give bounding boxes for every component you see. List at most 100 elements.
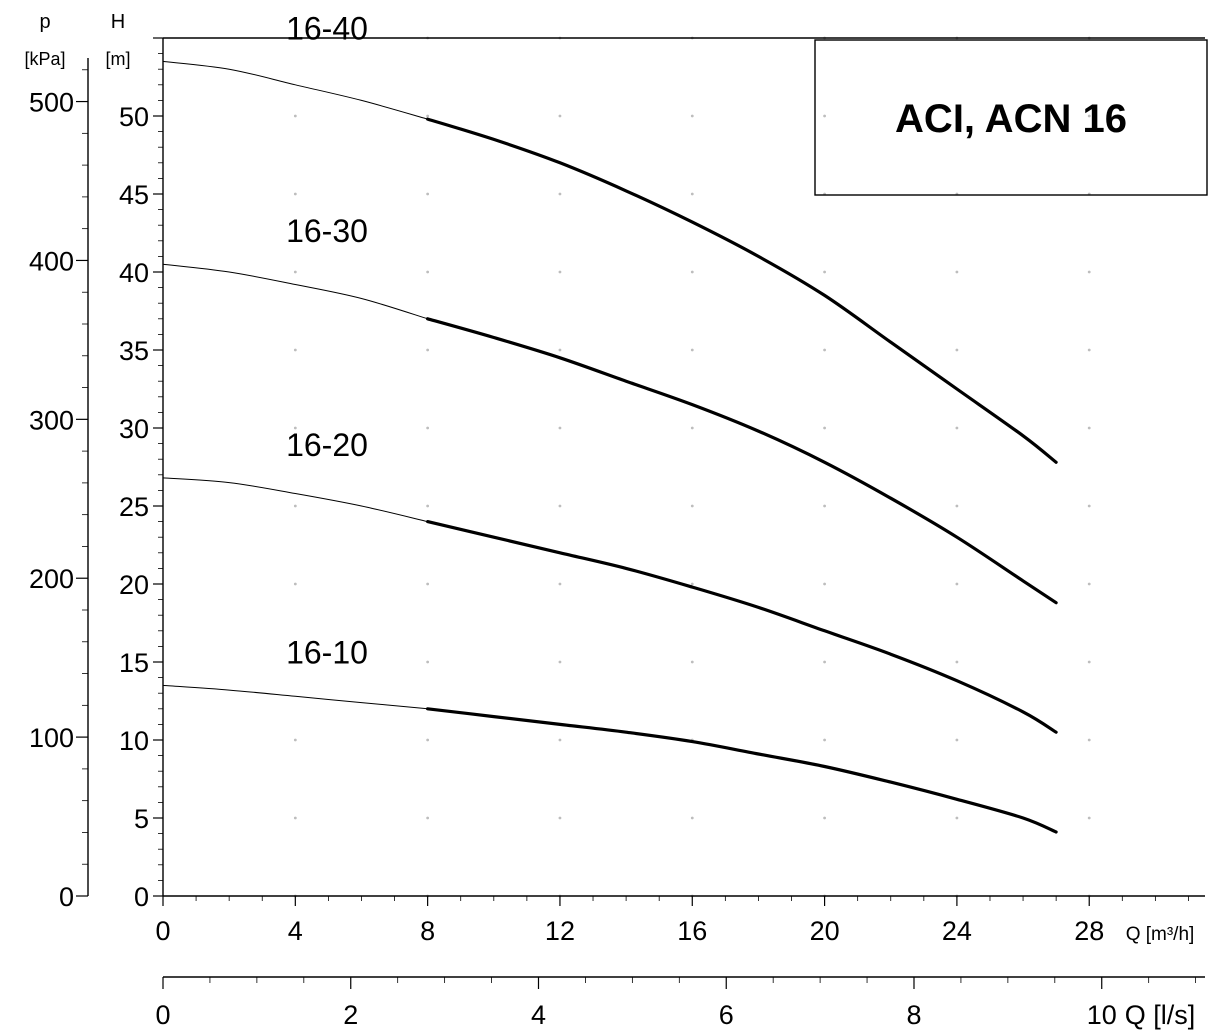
grid-dot xyxy=(426,348,430,352)
grid-dot xyxy=(558,582,562,586)
q-m3h-tick-label: 0 xyxy=(155,916,170,946)
grid-dot xyxy=(293,348,297,352)
grid-dot xyxy=(1087,348,1091,352)
grid-dot xyxy=(823,348,826,352)
chart-axes: 05101520253035404550H[m]0100200300400500… xyxy=(24,11,1205,1030)
q-m3h-axis-label: Q [m³/h] xyxy=(1126,924,1195,945)
grid-dot xyxy=(1087,816,1091,820)
q-m3h-tick-label: 12 xyxy=(545,916,575,946)
grid-dot xyxy=(955,426,959,430)
grid-dot xyxy=(558,426,562,430)
grid-dot xyxy=(690,816,694,820)
p-tick-label: 100 xyxy=(29,723,74,753)
grid-dot xyxy=(426,504,430,508)
grid-dot xyxy=(293,192,297,196)
grid-dot xyxy=(426,114,430,118)
grid-dot xyxy=(426,582,430,586)
title-box: ACI, ACN 16 xyxy=(814,39,1208,196)
title-frame xyxy=(814,39,1208,196)
grid-dot xyxy=(690,660,694,664)
q-ls-tick-label: 6 xyxy=(719,1000,734,1030)
grid-dot xyxy=(690,270,694,274)
p-axis-unit: [kPa] xyxy=(24,49,65,69)
grid-dot xyxy=(690,504,694,508)
q-ls-axis-label: Q [l/s] xyxy=(1125,1000,1196,1030)
grid-dot xyxy=(955,348,959,352)
h-tick-label: 5 xyxy=(134,804,149,834)
curve-16-10-extended xyxy=(162,684,428,710)
grid-dot xyxy=(955,270,959,274)
grid-dot xyxy=(823,660,826,664)
grid-dot xyxy=(823,504,826,508)
h-tick-label: 10 xyxy=(119,726,149,756)
q-ls-tick-label: 4 xyxy=(531,1000,546,1030)
chart-title: ACI, ACN 16 xyxy=(895,97,1127,141)
grid-dot xyxy=(293,426,297,430)
h-tick-label: 30 xyxy=(119,414,149,444)
grid-dot xyxy=(426,192,430,196)
h-tick-label: 50 xyxy=(119,102,149,132)
h-tick-label: 15 xyxy=(119,648,149,678)
grid-dot xyxy=(955,114,959,118)
curve-16-40-extended xyxy=(162,60,428,120)
p-tick-label: 400 xyxy=(29,246,74,276)
grid-dot xyxy=(1087,582,1091,586)
grid-dot xyxy=(558,270,562,274)
h-tick-label: 25 xyxy=(119,492,149,522)
h-tick-label: 20 xyxy=(119,570,149,600)
grid-dot xyxy=(1087,738,1091,742)
q-m3h-tick-label: 16 xyxy=(677,916,707,946)
h-tick-label: 40 xyxy=(119,258,149,288)
grid-dot xyxy=(293,114,297,118)
grid-dot xyxy=(293,816,297,820)
p-tick-label: 0 xyxy=(59,882,74,912)
q-ls-tick-label: 10 xyxy=(1087,1000,1117,1030)
h-tick-label: 35 xyxy=(119,336,149,366)
grid-dot xyxy=(293,738,297,742)
h-tick-label: 0 xyxy=(134,882,149,912)
grid-dot xyxy=(1087,426,1091,430)
grid-dot xyxy=(823,582,826,586)
grid-dot xyxy=(955,660,959,664)
grid-dot xyxy=(823,270,826,274)
grid-dot xyxy=(955,816,959,820)
p-tick-label: 500 xyxy=(29,88,74,118)
curve-label-16-40: 16-40 xyxy=(286,10,368,46)
grid-dot xyxy=(426,270,430,274)
curve-label-16-10: 16-10 xyxy=(286,634,368,670)
grid-dot xyxy=(293,660,297,664)
grid-dot xyxy=(955,582,959,586)
grid-dot xyxy=(823,426,826,430)
grid-dot xyxy=(293,504,297,508)
grid-dot xyxy=(558,738,562,742)
p-axis-symbol: p xyxy=(39,11,50,33)
q-m3h-tick-label: 4 xyxy=(288,916,303,946)
h-tick-label: 45 xyxy=(119,180,149,210)
q-m3h-tick-label: 28 xyxy=(1074,916,1104,946)
q-ls-tick-label: 2 xyxy=(343,1000,358,1030)
q-ls-tick-label: 0 xyxy=(155,1000,170,1030)
grid-dot xyxy=(955,738,959,742)
grid-dot xyxy=(690,114,694,118)
curve-label-16-20: 16-20 xyxy=(286,427,368,463)
grid-dot xyxy=(1087,504,1091,508)
grid-dot xyxy=(293,582,297,586)
grid-dot xyxy=(426,426,430,430)
curve-16-30-extended xyxy=(162,263,428,320)
grid-dot xyxy=(823,816,826,820)
grid-dot xyxy=(558,114,562,118)
pump-curves: 16-40 16-30 16-20 16-10 xyxy=(162,10,1058,834)
grid-dot xyxy=(690,192,694,196)
grid-dot xyxy=(426,738,430,742)
p-tick-label: 200 xyxy=(29,564,74,594)
curve-16-10 xyxy=(426,707,1058,834)
grid-dot xyxy=(293,270,297,274)
grid-dot xyxy=(558,816,562,820)
q-m3h-tick-label: 20 xyxy=(810,916,840,946)
curve-16-20 xyxy=(426,520,1058,734)
plot-grid xyxy=(293,36,1091,898)
grid-dot xyxy=(558,660,562,664)
grid-dot xyxy=(558,192,562,196)
grid-dot xyxy=(690,348,694,352)
